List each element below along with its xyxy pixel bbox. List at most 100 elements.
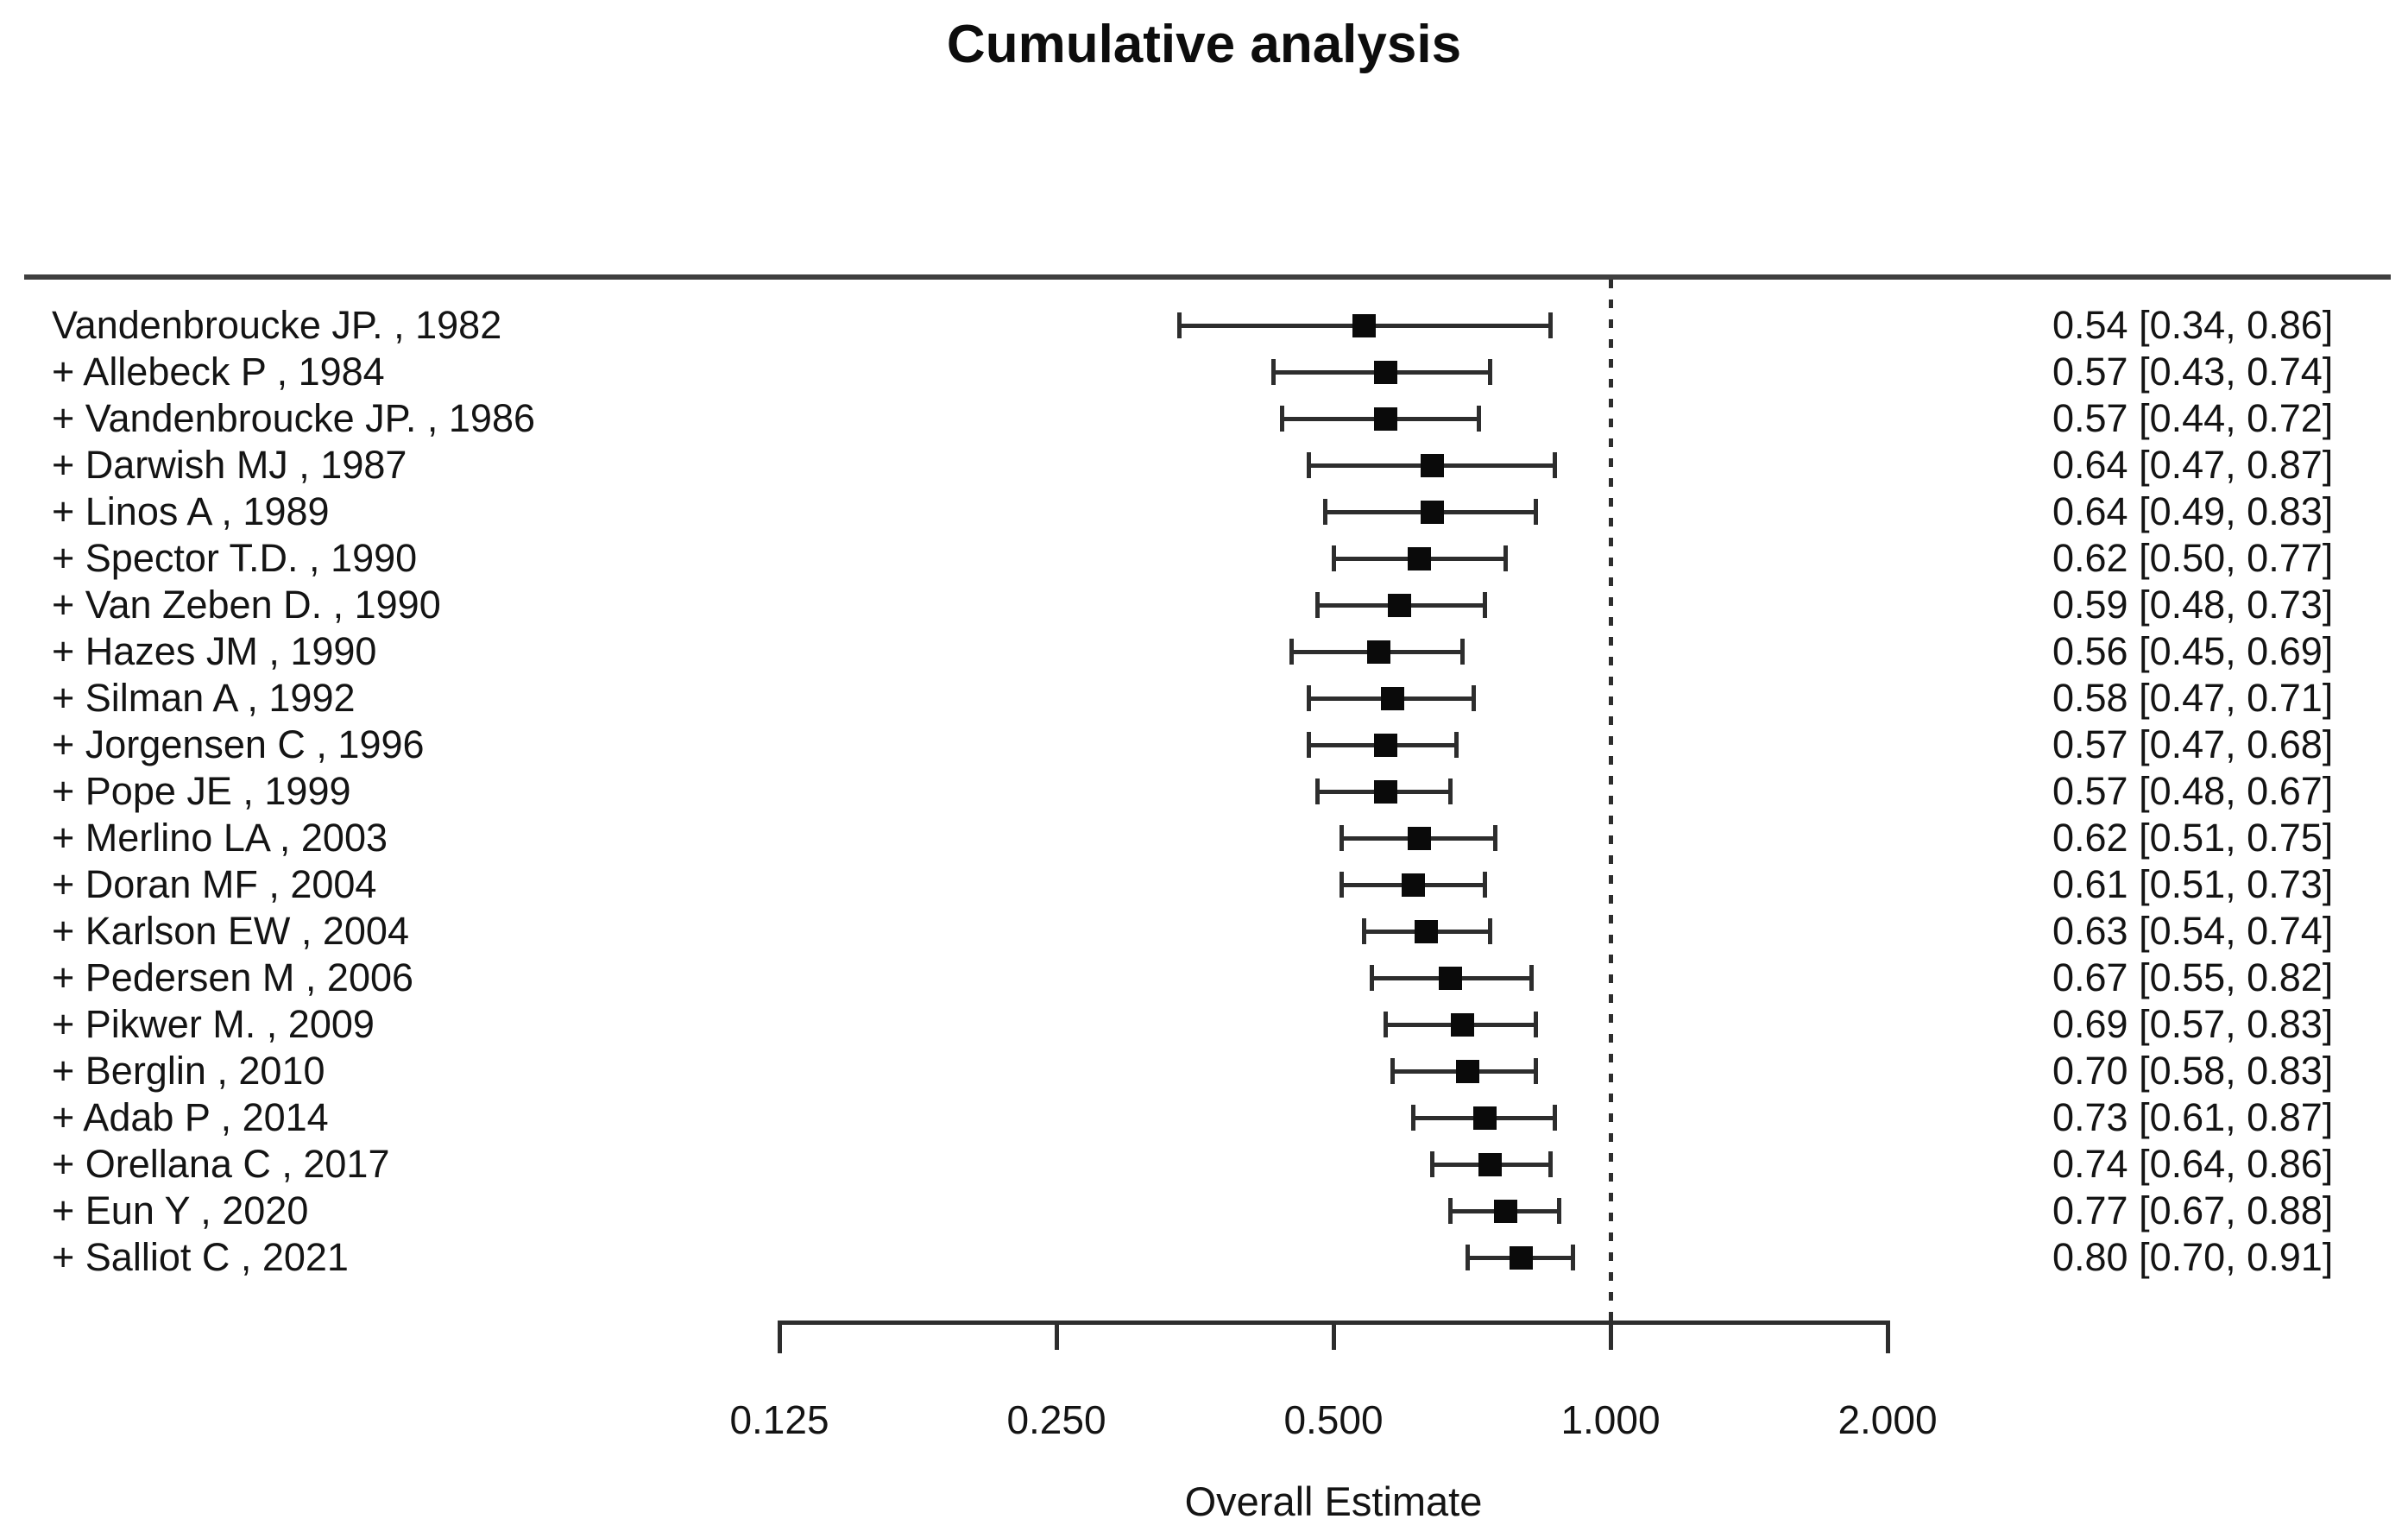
ci-lower-cap bbox=[1466, 1245, 1471, 1270]
ci-upper-cap bbox=[1477, 406, 1482, 432]
ci-lower-cap bbox=[1339, 825, 1344, 851]
study-label: + Karlson EW , 2004 bbox=[52, 909, 409, 953]
estimate-marker bbox=[1439, 966, 1463, 990]
study-label: + Orellana C , 2017 bbox=[52, 1142, 390, 1186]
ci-upper-cap bbox=[1471, 685, 1476, 711]
ci-upper-cap bbox=[1488, 359, 1493, 385]
ci-lower-cap bbox=[1289, 639, 1294, 665]
estimate-marker bbox=[1450, 1012, 1474, 1037]
ci-lower-cap bbox=[1314, 592, 1320, 618]
estimate-value: 0.61 [0.51, 0.73] bbox=[2052, 862, 2334, 906]
x-axis-tick-label: 0.500 bbox=[1283, 1397, 1384, 1442]
ci-lower-cap bbox=[1369, 965, 1374, 991]
estimate-value: 0.62 [0.50, 0.77] bbox=[2052, 536, 2334, 580]
estimate-value: 0.57 [0.48, 0.67] bbox=[2052, 769, 2334, 813]
header-separator-line bbox=[24, 274, 2391, 280]
estimate-marker bbox=[1374, 733, 1398, 757]
reference-line bbox=[1608, 280, 1613, 1321]
study-label: + Eun Y , 2020 bbox=[52, 1188, 309, 1232]
estimate-value: 0.74 [0.64, 0.86] bbox=[2052, 1142, 2334, 1186]
estimate-value: 0.54 [0.34, 0.86] bbox=[2052, 303, 2334, 347]
estimate-marker bbox=[1381, 686, 1405, 710]
study-label: + Darwish MJ , 1987 bbox=[52, 443, 407, 487]
ci-lower-cap bbox=[1176, 312, 1182, 338]
study-label: + Adab P , 2014 bbox=[52, 1095, 329, 1139]
ci-lower-cap bbox=[1323, 499, 1328, 525]
ci-upper-cap bbox=[1534, 499, 1539, 525]
estimate-value: 0.64 [0.47, 0.87] bbox=[2052, 443, 2334, 487]
ci-upper-cap bbox=[1482, 872, 1487, 898]
estimate-value: 0.73 [0.61, 0.87] bbox=[2052, 1095, 2334, 1139]
ci-lower-cap bbox=[1339, 872, 1344, 898]
estimate-value: 0.69 [0.57, 0.83] bbox=[2052, 1002, 2334, 1046]
estimate-marker bbox=[1388, 593, 1412, 617]
x-axis-tick-label: 0.250 bbox=[1006, 1397, 1106, 1442]
estimate-marker bbox=[1352, 313, 1377, 337]
estimate-marker bbox=[1401, 873, 1425, 897]
estimate-value: 0.57 [0.43, 0.74] bbox=[2052, 350, 2334, 394]
estimate-value: 0.57 [0.47, 0.68] bbox=[2052, 722, 2334, 766]
estimate-value: 0.67 [0.55, 0.82] bbox=[2052, 955, 2334, 999]
ci-lower-cap bbox=[1448, 1198, 1453, 1224]
study-label: + Merlino LA , 2003 bbox=[52, 816, 388, 860]
estimate-marker bbox=[1510, 1245, 1534, 1270]
ci-lower-cap bbox=[1362, 918, 1367, 944]
estimate-marker bbox=[1374, 779, 1398, 804]
study-label: + Doran MF , 2004 bbox=[52, 862, 377, 906]
estimate-value: 0.62 [0.51, 0.75] bbox=[2052, 816, 2334, 860]
estimate-marker bbox=[1408, 826, 1432, 850]
x-axis-tick bbox=[777, 1321, 782, 1353]
x-axis-tick bbox=[1054, 1321, 1059, 1350]
x-axis-tick-label: 1.000 bbox=[1560, 1397, 1661, 1442]
ci-lower-cap bbox=[1280, 406, 1285, 432]
ci-upper-cap bbox=[1548, 1151, 1553, 1177]
estimate-marker bbox=[1366, 640, 1390, 664]
ci-upper-cap bbox=[1570, 1245, 1575, 1270]
x-axis-tick bbox=[1885, 1321, 1890, 1353]
study-label: + Spector T.D. , 1990 bbox=[52, 536, 418, 580]
x-axis-tick bbox=[1331, 1321, 1336, 1350]
study-label: + Salliot C , 2021 bbox=[52, 1235, 349, 1279]
ci-upper-cap bbox=[1548, 312, 1553, 338]
estimate-marker bbox=[1478, 1152, 1503, 1176]
estimate-value: 0.57 [0.44, 0.72] bbox=[2052, 396, 2334, 440]
study-label: + Jorgensen C , 1996 bbox=[52, 722, 425, 766]
x-axis-tick-label: 0.125 bbox=[729, 1397, 829, 1442]
ci-lower-cap bbox=[1410, 1105, 1415, 1131]
ci-upper-cap bbox=[1534, 1012, 1539, 1037]
study-label: + Van Zeben D. , 1990 bbox=[52, 583, 441, 627]
estimate-value: 0.80 [0.70, 0.91] bbox=[2052, 1235, 2334, 1279]
x-axis-tick bbox=[1608, 1321, 1613, 1350]
ci-upper-cap bbox=[1557, 1198, 1562, 1224]
ci-upper-cap bbox=[1503, 545, 1509, 571]
x-axis-tick-label: 2.000 bbox=[1838, 1397, 1938, 1442]
ci-lower-cap bbox=[1429, 1151, 1434, 1177]
study-label: + Vandenbroucke JP. , 1986 bbox=[52, 396, 536, 440]
ci-upper-cap bbox=[1453, 732, 1459, 758]
study-label: + Pope JE , 1999 bbox=[52, 769, 351, 813]
study-label: + Pikwer M. , 2009 bbox=[52, 1002, 375, 1046]
estimate-marker bbox=[1408, 546, 1432, 570]
estimate-marker bbox=[1414, 919, 1438, 943]
ci-upper-cap bbox=[1534, 1058, 1539, 1084]
study-label: Vandenbroucke JP. , 1982 bbox=[52, 303, 502, 347]
estimate-value: 0.63 [0.54, 0.74] bbox=[2052, 909, 2334, 953]
estimate-marker bbox=[1374, 407, 1398, 431]
ci-lower-cap bbox=[1384, 1012, 1389, 1037]
estimate-marker bbox=[1374, 360, 1398, 384]
estimate-value: 0.64 [0.49, 0.83] bbox=[2052, 489, 2334, 533]
estimate-value: 0.77 [0.67, 0.88] bbox=[2052, 1188, 2334, 1232]
study-label: + Berglin , 2010 bbox=[52, 1049, 325, 1093]
estimate-marker bbox=[1472, 1106, 1497, 1130]
chart-title: Cumulative analysis bbox=[946, 15, 1462, 74]
ci-upper-cap bbox=[1488, 918, 1493, 944]
estimate-value: 0.58 [0.47, 0.71] bbox=[2052, 676, 2334, 720]
ci-lower-cap bbox=[1390, 1058, 1396, 1084]
ci-upper-cap bbox=[1493, 825, 1498, 851]
estimate-marker bbox=[1494, 1199, 1518, 1223]
ci-upper-cap bbox=[1459, 639, 1465, 665]
estimate-marker bbox=[1420, 453, 1444, 477]
study-label: + Pedersen M , 2006 bbox=[52, 955, 414, 999]
estimate-marker bbox=[1420, 500, 1444, 524]
